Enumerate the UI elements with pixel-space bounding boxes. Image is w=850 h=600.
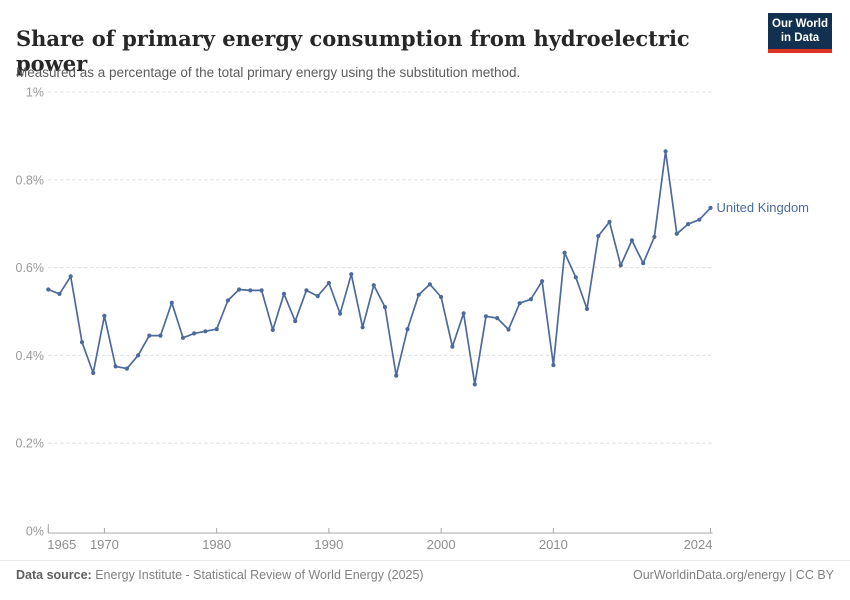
data-point	[237, 287, 242, 292]
data-point	[79, 340, 85, 345]
data-point	[259, 288, 264, 293]
data-point	[338, 311, 343, 316]
data-point	[394, 373, 399, 378]
data-point	[697, 217, 702, 222]
data-point	[584, 306, 590, 311]
data-point	[629, 238, 635, 243]
data-point	[618, 263, 623, 268]
data-point	[304, 288, 309, 293]
data-point	[57, 291, 62, 296]
data-point	[203, 329, 208, 334]
data-point	[652, 234, 657, 239]
data-point	[405, 327, 410, 332]
data-point	[461, 311, 466, 316]
chart-subtitle: Measured as a percentage of the total pr…	[16, 64, 521, 80]
data-point	[180, 335, 186, 340]
data-point	[326, 280, 331, 286]
data-point	[169, 300, 174, 305]
data-source-label: Data source:	[16, 568, 92, 582]
data-point	[136, 353, 141, 358]
data-point	[102, 313, 107, 318]
data-point	[371, 283, 376, 288]
data-point	[596, 233, 601, 239]
x-tick-label: 2010	[539, 537, 568, 552]
data-point	[517, 301, 522, 306]
uk-line-label[interactable]: United Kingdom	[717, 200, 810, 215]
data-point	[495, 316, 500, 321]
owid-credit-link[interactable]: OurWorldinData.org/energy | CC BY	[632, 568, 834, 582]
data-point	[450, 344, 455, 349]
data-point	[124, 366, 129, 371]
x-tick-label: 2024	[684, 537, 713, 552]
data-point	[573, 275, 578, 280]
data-point	[270, 327, 275, 332]
data-point	[439, 294, 444, 300]
data-point	[427, 282, 432, 287]
data-point	[540, 279, 545, 284]
data-point	[281, 291, 287, 296]
data-point	[472, 382, 477, 387]
owid-logo[interactable]: Our World in Data	[768, 13, 832, 54]
y-tick-label: 0.8%	[16, 173, 45, 187]
data-point	[562, 250, 567, 255]
data-point	[360, 325, 365, 330]
data-source-text: Energy Institute - Statistical Review of…	[91, 568, 424, 582]
data-point	[607, 219, 612, 224]
data-point	[663, 149, 668, 154]
chart-title: Share of primary energy consumption from…	[16, 26, 690, 77]
data-point	[68, 274, 73, 279]
footer-divider	[0, 560, 850, 561]
y-tick-label: 0%	[26, 525, 44, 539]
data-point	[708, 205, 713, 210]
data-point	[46, 287, 51, 292]
data-point	[416, 292, 421, 297]
owid-logo-line2: in Data	[780, 31, 820, 44]
x-tick-label: 1965	[47, 537, 76, 552]
y-tick-label: 0.6%	[16, 261, 45, 275]
data-source-note: Data source: Energy Institute - Statisti…	[16, 568, 424, 582]
data-point	[248, 288, 253, 293]
data-point	[674, 231, 679, 236]
data-point	[506, 327, 511, 332]
data-point	[315, 294, 320, 299]
x-tick-label: 1990	[314, 537, 343, 552]
owid-logo-line1: Our World	[772, 18, 829, 30]
data-point	[528, 297, 534, 302]
data-point	[225, 298, 230, 303]
x-tick-label: 1970	[90, 537, 119, 552]
data-point	[686, 222, 691, 227]
data-point	[192, 331, 197, 336]
data-point	[551, 363, 556, 368]
data-point	[293, 319, 298, 324]
data-point	[91, 370, 96, 376]
y-tick-label: 1%	[26, 86, 44, 100]
data-point	[349, 272, 354, 277]
footer: Data source: Energy Institute - Statisti…	[0, 568, 850, 582]
data-point	[147, 333, 152, 338]
x-tick-label: 2000	[427, 537, 456, 552]
y-tick-label: 0.2%	[16, 437, 45, 451]
data-point	[113, 364, 118, 369]
data-point	[641, 261, 646, 266]
data-point	[483, 314, 489, 319]
x-tick-label: 1980	[202, 537, 231, 552]
data-point	[158, 333, 163, 338]
y-tick-label: 0.4%	[16, 349, 45, 363]
data-point	[382, 305, 388, 310]
data-point	[214, 327, 219, 332]
